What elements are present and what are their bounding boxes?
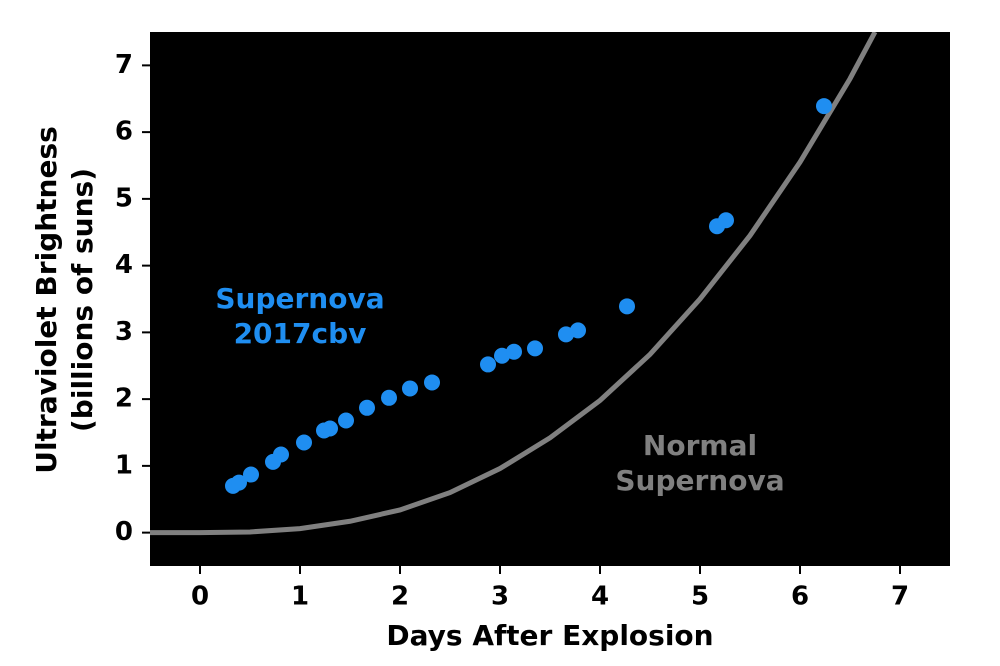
plot-area [150,32,950,566]
series-label: Supernova [215,282,384,315]
series-label: Normal [643,429,757,462]
curve [150,32,878,536]
point [338,412,354,429]
series-label: Supernova [615,464,784,497]
point [506,343,522,360]
point [322,420,338,437]
y-axis-label: (billions of suns) [66,168,99,432]
y-tick-label: 4 [115,250,133,280]
point [527,340,543,357]
point [718,212,734,229]
x-tick-label: 3 [491,582,509,612]
y-tick-label: 5 [115,183,133,213]
x-axis-label: Days After Explosion [386,619,713,652]
y-tick-label: 7 [115,50,133,80]
point [273,446,289,463]
point [558,326,574,343]
y-tick-label: 0 [115,517,133,547]
point [494,347,510,364]
x-tick-label: 2 [391,582,409,612]
point [359,399,375,416]
point [402,380,418,397]
series-label: 2017cbv [234,317,367,350]
point [480,356,496,373]
x-tick-label: 7 [891,582,909,612]
point [381,389,397,406]
y-tick-label: 6 [115,117,133,147]
point [619,298,635,315]
point [231,474,247,491]
point [570,322,586,339]
point [296,434,312,451]
x-tick-label: 1 [291,582,309,612]
point [424,374,440,391]
x-tick-label: 5 [691,582,709,612]
y-tick-label: 3 [115,317,133,347]
plot-content [150,32,878,536]
x-tick-label: 4 [591,582,609,612]
y-tick-label: 1 [115,450,133,480]
y-axis-label: Ultraviolet Brightness [30,126,63,474]
x-tick-label: 6 [791,582,809,612]
point [816,98,832,115]
x-tick-label: 0 [191,582,209,612]
point [243,466,259,483]
y-tick-label: 2 [115,384,133,414]
